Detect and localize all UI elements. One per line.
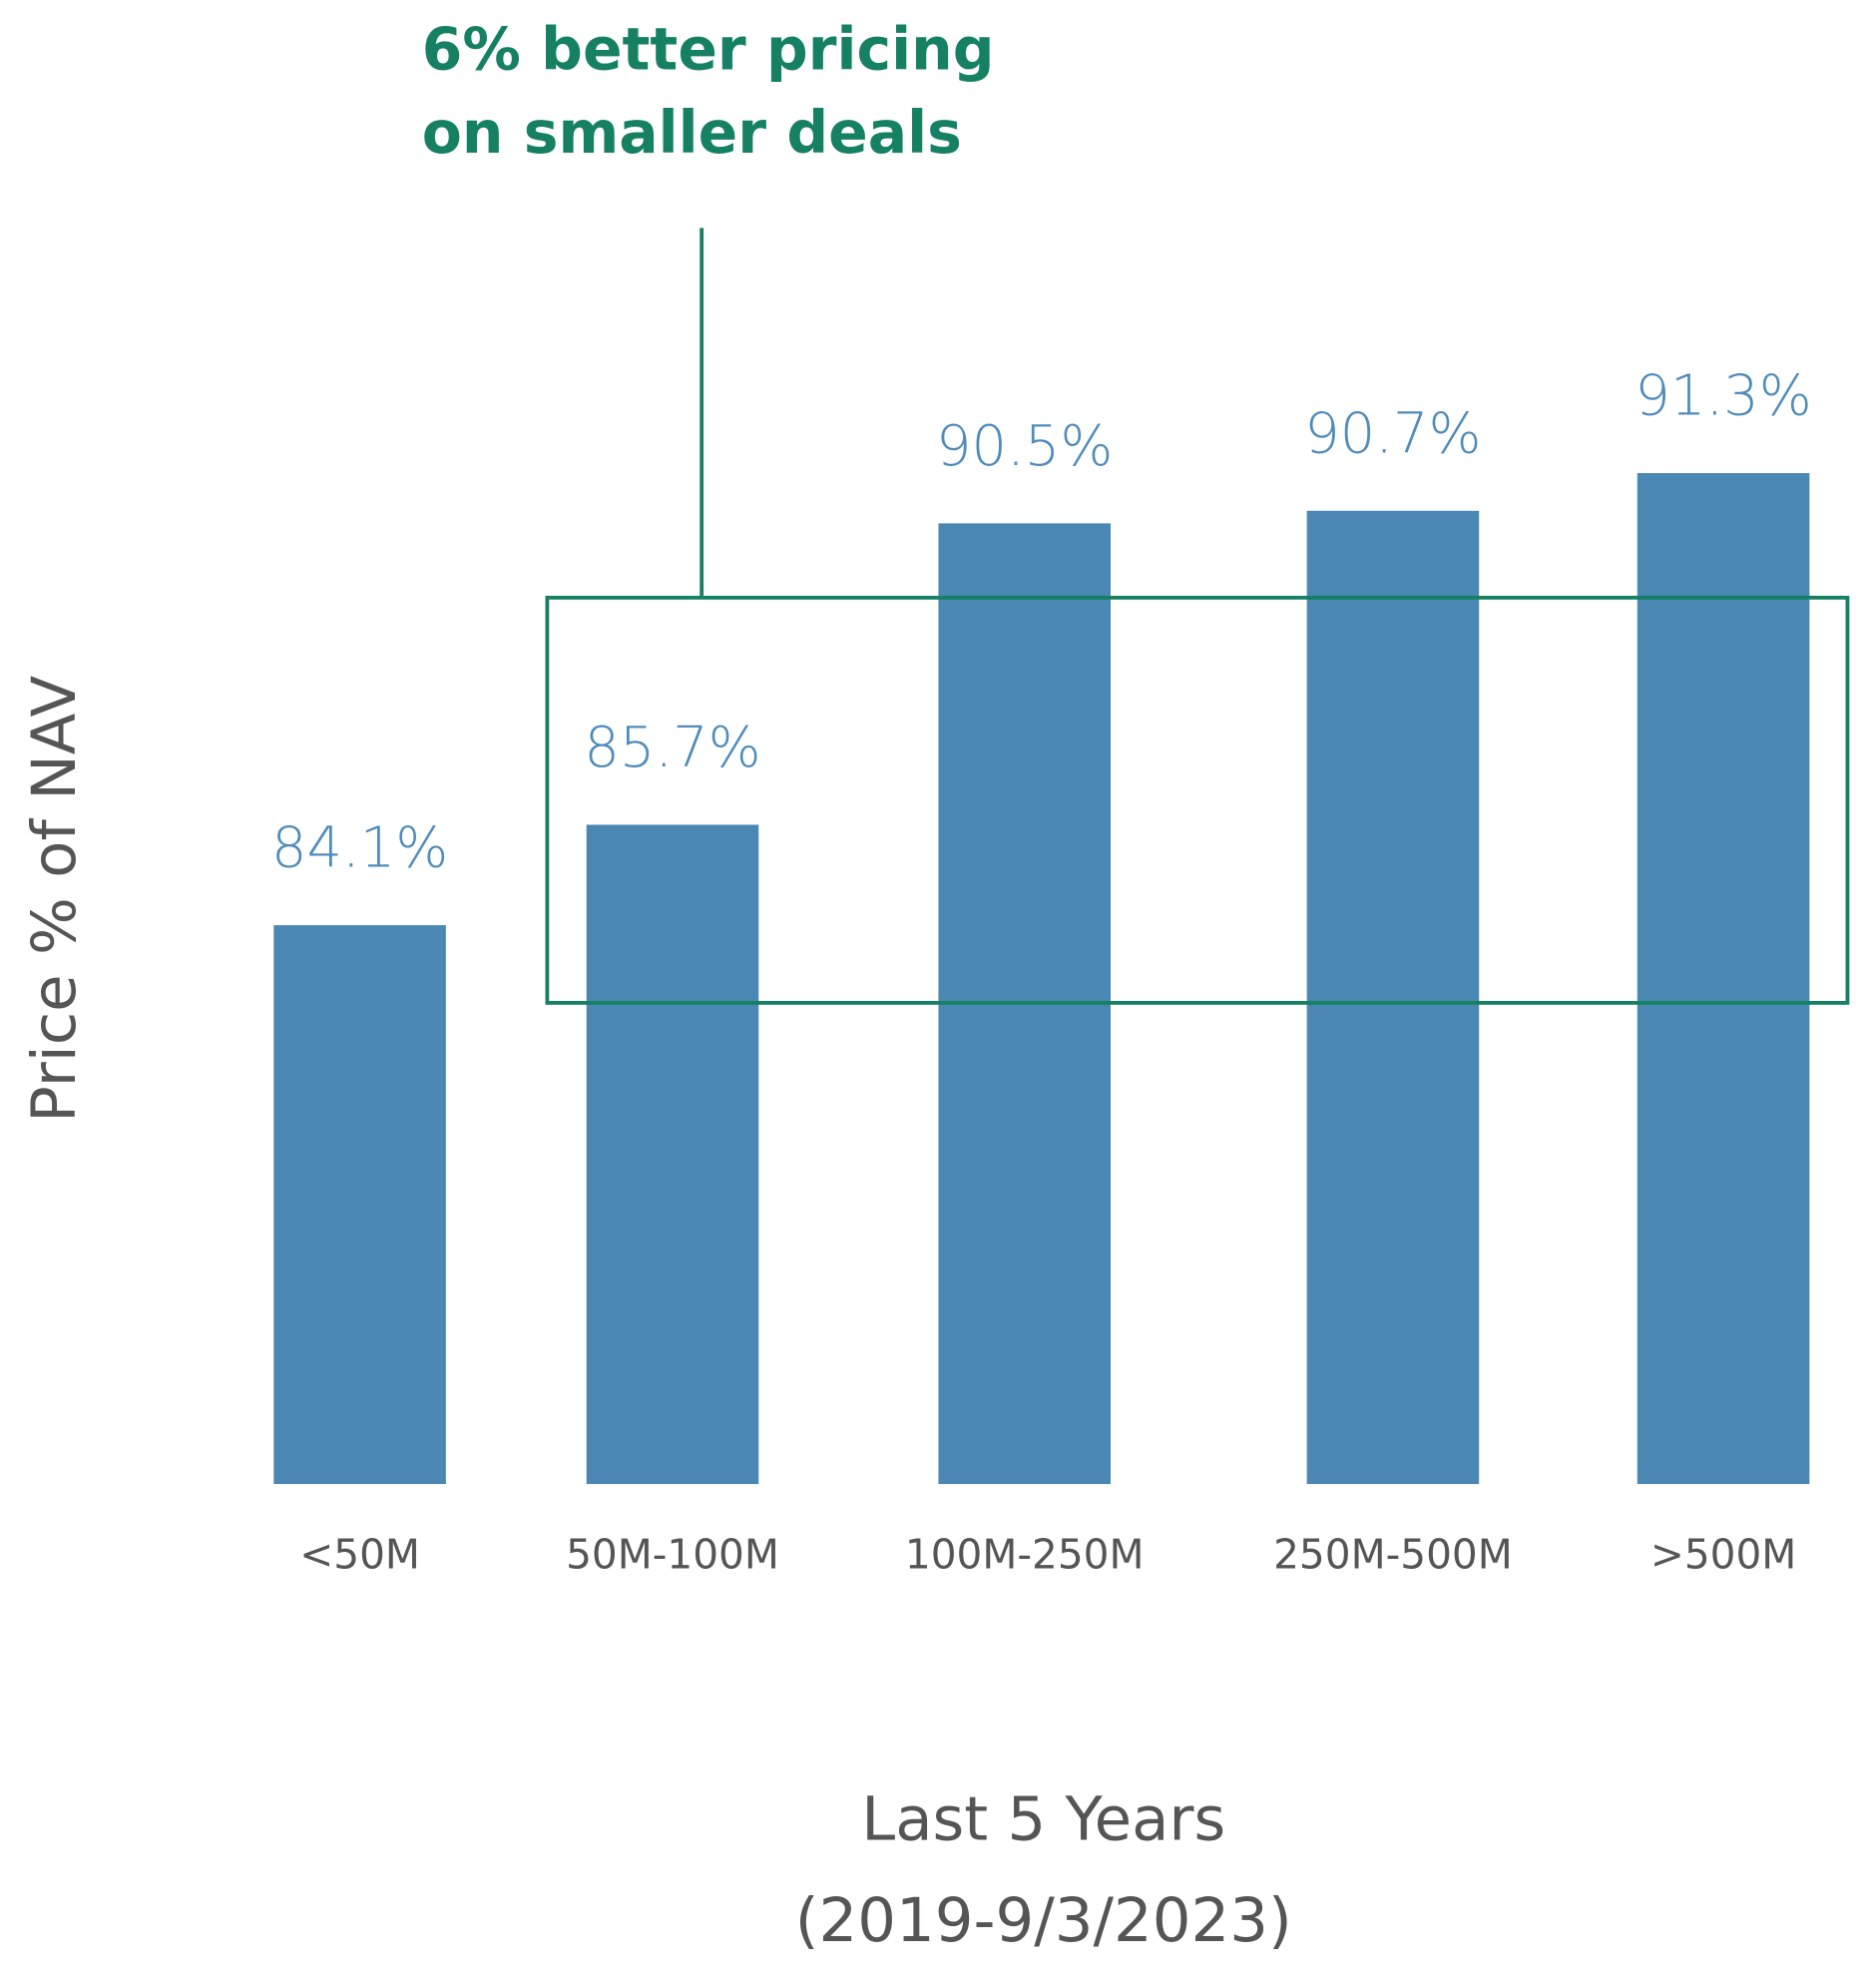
value-label: 85.7% bbox=[584, 716, 760, 780]
bar bbox=[1636, 473, 1810, 1485]
x-tick-label: <50M bbox=[299, 1531, 420, 1579]
bar bbox=[273, 925, 446, 1485]
x-axis-title: (2019-9/3/2023) bbox=[795, 1885, 1292, 1956]
annotation-line: 6% better pricing bbox=[422, 15, 995, 83]
y-axis-title: Price % of NAV bbox=[19, 675, 90, 1122]
x-axis-title: Last 5 Years bbox=[861, 1784, 1225, 1855]
x-tick-label: 100M-250M bbox=[905, 1531, 1145, 1579]
bar bbox=[1306, 510, 1480, 1485]
value-label: 91.3% bbox=[1634, 364, 1811, 429]
value-label: 90.7% bbox=[1304, 401, 1481, 466]
annotation-box bbox=[545, 595, 1850, 1005]
x-tick-label: >500M bbox=[1650, 1531, 1797, 1579]
annotation-line: on smaller deals bbox=[422, 99, 962, 167]
x-tick-label: 250M-500M bbox=[1273, 1531, 1513, 1579]
bar bbox=[586, 824, 759, 1485]
value-label: 90.5% bbox=[936, 414, 1113, 479]
x-tick-label: 50M-100M bbox=[566, 1531, 779, 1579]
value-label: 84.1% bbox=[271, 816, 448, 881]
